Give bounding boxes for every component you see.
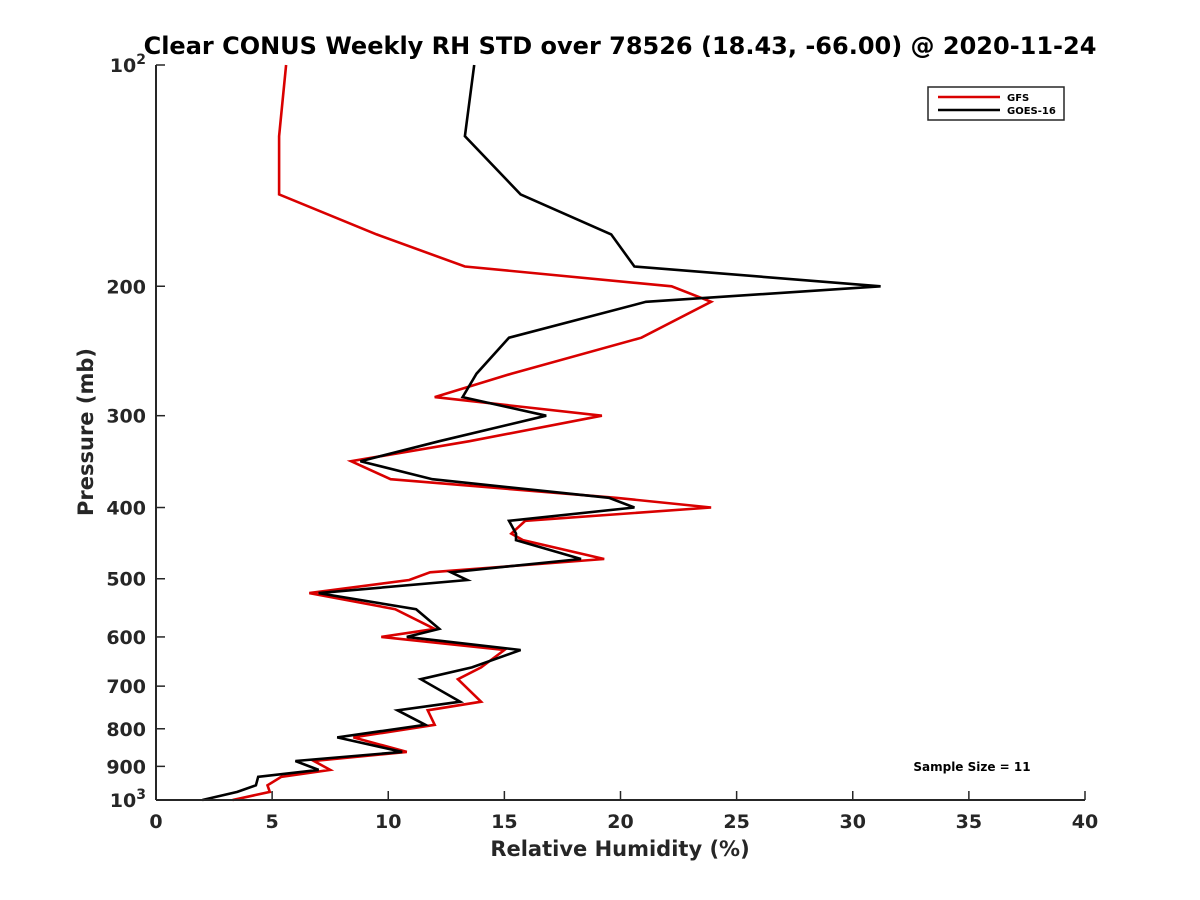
legend-label-gfs: GFS — [1007, 93, 1029, 104]
y-tick-label: 700 — [106, 676, 146, 698]
x-tick-label: 0 — [149, 811, 162, 833]
legend-label-goes16: GOES-16 — [1007, 106, 1056, 117]
y-tick-label: 300 — [106, 406, 146, 428]
x-tick-label: 10 — [375, 811, 401, 833]
x-tick-label: 5 — [266, 811, 279, 833]
series-line-goes16 — [202, 64, 881, 802]
chart-title: Clear CONUS Weekly RH STD over 78526 (18… — [144, 32, 1097, 60]
y-tick-label: 800 — [106, 719, 146, 741]
legend: GFS GOES-16 — [927, 86, 1065, 121]
x-tick-label: 20 — [607, 811, 633, 833]
x-tick-label: 25 — [723, 811, 749, 833]
y-tick-label: 400 — [106, 498, 146, 520]
y-tick-label: 102 — [110, 52, 146, 77]
legend-box — [927, 86, 1065, 121]
y-tick-label: 600 — [106, 627, 146, 649]
y-ticks: 102 200 300 400 500 600 700 800 900 103 — [106, 52, 165, 812]
x-tick-label: 35 — [956, 811, 982, 833]
x-tick-label: 15 — [491, 811, 517, 833]
y-axis-label: Pressure (mb) — [74, 348, 98, 516]
x-tick-label: 30 — [840, 811, 866, 833]
y-tick-label: 900 — [106, 756, 146, 778]
series-layer — [202, 64, 881, 802]
x-ticks: 0 5 10 15 20 25 30 35 40 — [149, 791, 1098, 833]
x-axis-label: Relative Humidity (%) — [490, 837, 749, 861]
sample-size-annotation: Sample Size = 11 — [913, 760, 1030, 774]
y-tick-label: 200 — [106, 276, 146, 298]
x-tick-label: 40 — [1072, 811, 1098, 833]
y-tick-label: 500 — [106, 569, 146, 591]
y-tick-label: 103 — [110, 787, 146, 812]
